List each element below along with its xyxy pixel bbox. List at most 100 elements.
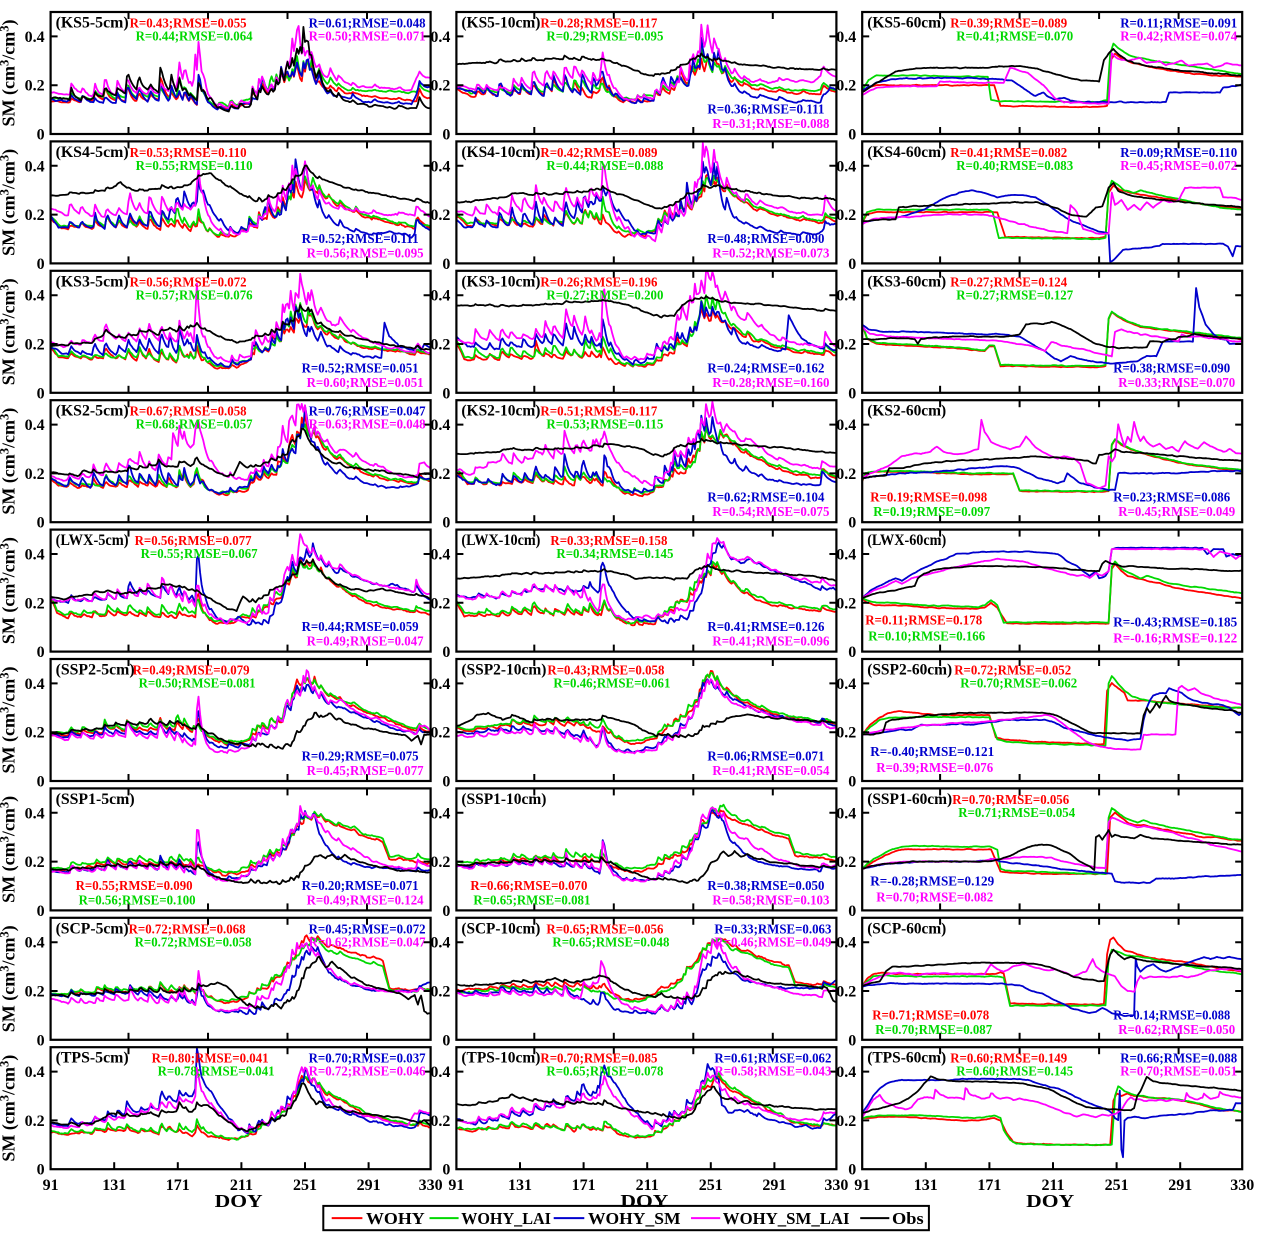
svg-text:R=0.42;RMSE=0.089: R=0.42;RMSE=0.089 (540, 146, 657, 161)
svg-text:0: 0 (848, 774, 856, 791)
svg-text:0: 0 (37, 515, 45, 532)
svg-text:R=0.67;RMSE=0.058: R=0.67;RMSE=0.058 (130, 405, 247, 420)
svg-text:171: 171 (166, 1177, 190, 1194)
svg-text:R=0.38;RMSE=0.050: R=0.38;RMSE=0.050 (707, 879, 824, 894)
svg-text:(SSP1-5cm): (SSP1-5cm) (56, 791, 135, 808)
svg-text:211: 211 (1041, 1177, 1064, 1194)
svg-text:R=0.38;RMSE=0.090: R=0.38;RMSE=0.090 (1113, 361, 1230, 376)
svg-text:211: 211 (230, 1177, 253, 1194)
svg-text:R=0.56;RMSE=0.077: R=0.56;RMSE=0.077 (135, 534, 252, 549)
svg-text:0: 0 (442, 903, 450, 920)
svg-text:R=0.49;RMSE=0.124: R=0.49;RMSE=0.124 (307, 893, 424, 908)
svg-text:R=0.49;RMSE=0.047: R=0.49;RMSE=0.047 (307, 635, 424, 650)
svg-text:R=0.61;RMSE=0.048: R=0.61;RMSE=0.048 (309, 17, 426, 32)
svg-text:0.2: 0.2 (836, 466, 856, 483)
svg-text:SM (cm3/cm3): SM (cm3/cm3) (0, 20, 20, 127)
svg-text:0.2: 0.2 (25, 595, 45, 612)
svg-text:R=-0.43;RMSE=0.185: R=-0.43;RMSE=0.185 (1113, 616, 1237, 631)
svg-text:0: 0 (848, 903, 856, 920)
svg-text:R=0.49;RMSE=0.079: R=0.49;RMSE=0.079 (133, 664, 250, 679)
svg-text:R=0.27;RMSE=0.127: R=0.27;RMSE=0.127 (956, 288, 1073, 303)
svg-text:0.2: 0.2 (25, 466, 45, 483)
svg-text:91: 91 (448, 1177, 464, 1194)
svg-text:0.2: 0.2 (836, 78, 856, 95)
svg-text:R=0.65;RMSE=0.048: R=0.65;RMSE=0.048 (552, 935, 669, 950)
svg-text:R=0.31;RMSE=0.088: R=0.31;RMSE=0.088 (712, 117, 829, 132)
svg-text:R=0.62;RMSE=0.104: R=0.62;RMSE=0.104 (707, 491, 824, 506)
svg-text:R=0.58;RMSE=0.103: R=0.58;RMSE=0.103 (712, 893, 829, 908)
svg-text:0.4: 0.4 (430, 417, 450, 434)
svg-text:R=0.45;RMSE=0.072: R=0.45;RMSE=0.072 (309, 922, 426, 937)
svg-text:SM (cm3/cm3): SM (cm3/cm3) (0, 667, 20, 774)
svg-text:0.4: 0.4 (25, 805, 45, 822)
svg-text:R=0.55;RMSE=0.067: R=0.55;RMSE=0.067 (141, 547, 258, 562)
svg-text:0.4: 0.4 (836, 417, 856, 434)
svg-text:291: 291 (762, 1177, 786, 1194)
svg-text:R=0.48;RMSE=0.090: R=0.48;RMSE=0.090 (707, 232, 824, 247)
svg-text:R=0.39;RMSE=0.076: R=0.39;RMSE=0.076 (876, 761, 993, 776)
svg-text:R=0.52;RMSE=0.111: R=0.52;RMSE=0.111 (302, 232, 419, 247)
svg-text:(LWX-60cm): (LWX-60cm) (867, 532, 946, 549)
svg-text:R=0.06;RMSE=0.071: R=0.06;RMSE=0.071 (707, 750, 824, 765)
svg-text:R=0.23;RMSE=0.086: R=0.23;RMSE=0.086 (1113, 491, 1230, 506)
svg-text:R=0.33;RMSE=0.158: R=0.33;RMSE=0.158 (550, 534, 667, 549)
svg-text:0.2: 0.2 (836, 337, 856, 354)
svg-text:0: 0 (442, 774, 450, 791)
svg-text:R=0.19;RMSE=0.097: R=0.19;RMSE=0.097 (873, 505, 990, 520)
svg-text:0.4: 0.4 (25, 417, 45, 434)
svg-text:R=0.26;RMSE=0.196: R=0.26;RMSE=0.196 (540, 275, 657, 290)
svg-text:0: 0 (37, 127, 45, 144)
svg-text:0: 0 (848, 644, 856, 661)
svg-text:(SSP1-10cm): (SSP1-10cm) (461, 791, 546, 808)
svg-text:R=0.10;RMSE=0.166: R=0.10;RMSE=0.166 (868, 630, 985, 645)
svg-text:0.4: 0.4 (430, 29, 450, 46)
svg-text:(SSP2-5cm): (SSP2-5cm) (56, 662, 135, 679)
svg-text:0.2: 0.2 (430, 466, 450, 483)
svg-text:(LWX-5cm): (LWX-5cm) (56, 532, 129, 549)
svg-text:171: 171 (977, 1177, 1001, 1194)
svg-text:R=0.56;RMSE=0.100: R=0.56;RMSE=0.100 (79, 893, 196, 908)
svg-text:(TPS-60cm): (TPS-60cm) (867, 1050, 946, 1067)
svg-text:0.4: 0.4 (430, 158, 450, 175)
svg-text:R=0.78;RMSE=0.041: R=0.78;RMSE=0.041 (158, 1065, 275, 1080)
svg-text:R=0.46;RMSE=0.049: R=0.46;RMSE=0.049 (714, 935, 831, 950)
svg-text:0: 0 (848, 127, 856, 144)
svg-text:R=0.41;RMSE=0.126: R=0.41;RMSE=0.126 (707, 620, 824, 635)
svg-text:0.2: 0.2 (430, 984, 450, 1001)
svg-text:R=0.56;RMSE=0.072: R=0.56;RMSE=0.072 (130, 275, 247, 290)
svg-text:R=0.19;RMSE=0.098: R=0.19;RMSE=0.098 (870, 491, 987, 506)
svg-text:0.2: 0.2 (836, 984, 856, 1001)
svg-text:R=0.44;RMSE=0.088: R=0.44;RMSE=0.088 (546, 159, 663, 174)
svg-text:(KS2-5cm): (KS2-5cm) (56, 403, 129, 420)
svg-text:R=0.71;RMSE=0.054: R=0.71;RMSE=0.054 (958, 806, 1075, 821)
svg-text:0.4: 0.4 (836, 158, 856, 175)
svg-text:0: 0 (37, 256, 45, 273)
svg-text:0.2: 0.2 (430, 725, 450, 742)
svg-text:R=0.70;RMSE=0.082: R=0.70;RMSE=0.082 (876, 890, 993, 905)
svg-text:0.2: 0.2 (836, 595, 856, 612)
svg-text:0.4: 0.4 (430, 805, 450, 822)
svg-text:0.2: 0.2 (25, 337, 45, 354)
svg-text:0.2: 0.2 (430, 595, 450, 612)
svg-text:SM (cm3/cm3): SM (cm3/cm3) (0, 149, 20, 256)
svg-text:(SCP-10cm): (SCP-10cm) (461, 920, 540, 937)
svg-text:R=0.24;RMSE=0.162: R=0.24;RMSE=0.162 (707, 361, 824, 376)
svg-text:0: 0 (442, 1162, 450, 1179)
svg-text:0.2: 0.2 (430, 337, 450, 354)
svg-text:R=0.29;RMSE=0.095: R=0.29;RMSE=0.095 (546, 30, 663, 45)
svg-text:0: 0 (442, 515, 450, 532)
svg-text:(SSP2-60cm): (SSP2-60cm) (867, 662, 952, 679)
svg-text:SM (cm3/cm3): SM (cm3/cm3) (0, 408, 20, 515)
svg-text:R=0.33;RMSE=0.063: R=0.33;RMSE=0.063 (714, 922, 831, 937)
svg-text:R=0.29;RMSE=0.075: R=0.29;RMSE=0.075 (302, 750, 419, 765)
svg-text:R=0.60;RMSE=0.145: R=0.60;RMSE=0.145 (956, 1065, 1073, 1080)
svg-text:291: 291 (357, 1177, 381, 1194)
svg-text:R=0.20;RMSE=0.071: R=0.20;RMSE=0.071 (302, 879, 419, 894)
svg-text:291: 291 (1168, 1177, 1192, 1194)
svg-text:R=0.44;RMSE=0.064: R=0.44;RMSE=0.064 (136, 30, 253, 45)
svg-text:R=0.28;RMSE=0.117: R=0.28;RMSE=0.117 (540, 17, 657, 32)
svg-text:R=-0.40;RMSE=0.121: R=-0.40;RMSE=0.121 (870, 745, 994, 760)
svg-text:0.2: 0.2 (25, 207, 45, 224)
svg-text:R=0.50;RMSE=0.071: R=0.50;RMSE=0.071 (309, 30, 426, 45)
svg-text:(KS3-60cm): (KS3-60cm) (867, 273, 946, 290)
